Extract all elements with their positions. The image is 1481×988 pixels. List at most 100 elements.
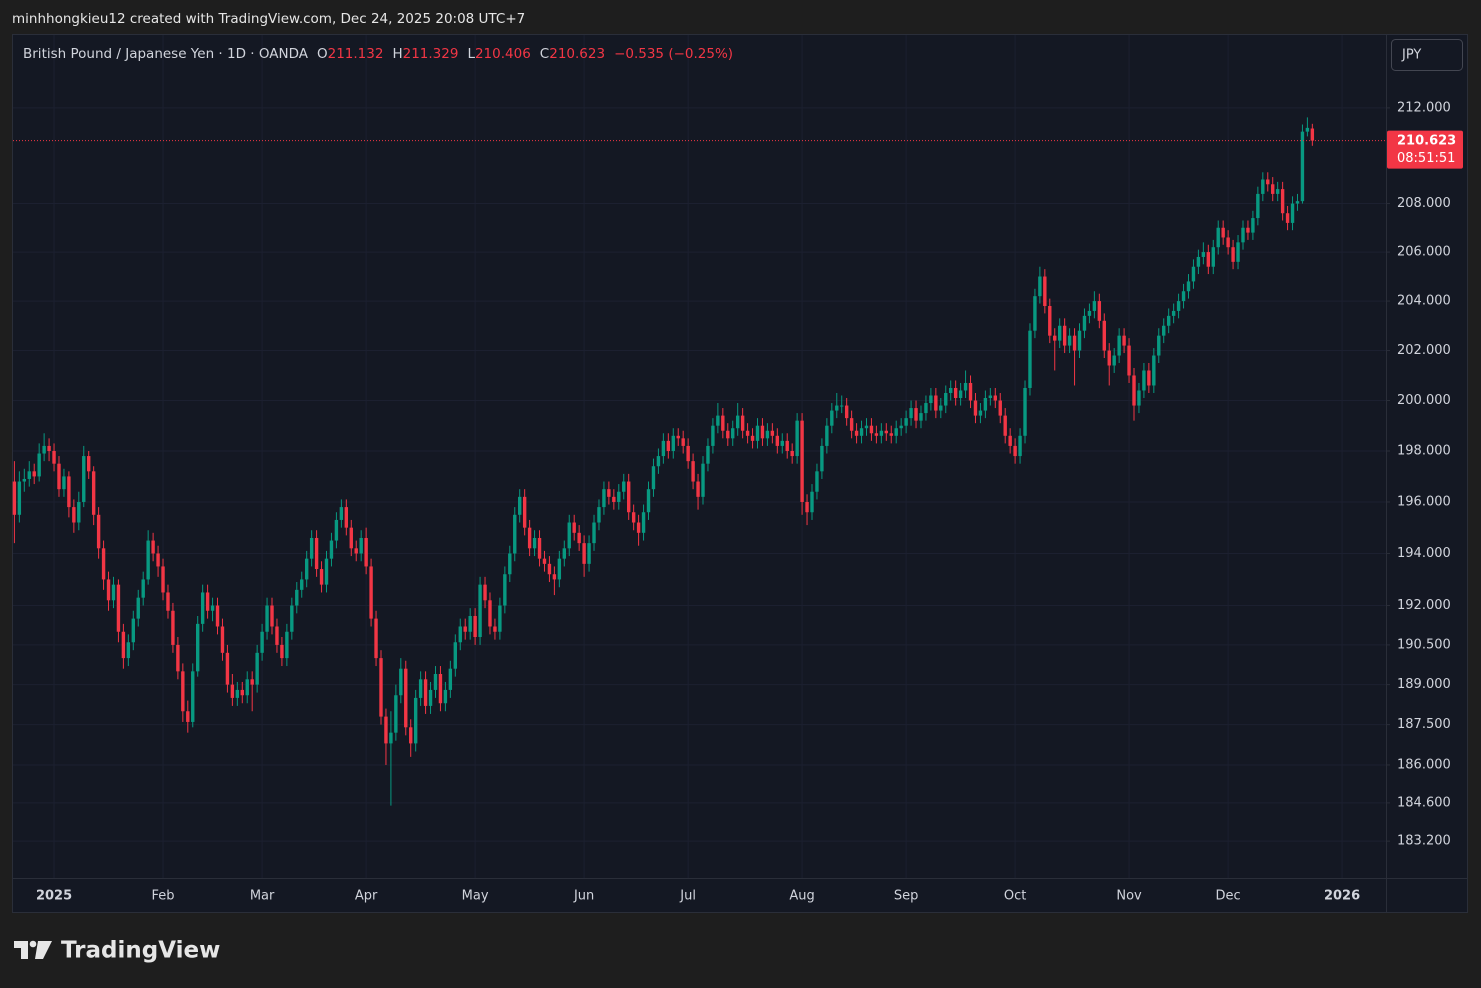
candle-body <box>1226 237 1230 248</box>
y-tick-label: 208.000 <box>1397 196 1451 211</box>
candle-body <box>597 507 601 523</box>
candle-body <box>498 605 502 632</box>
candle-body <box>448 668 453 690</box>
candle-body <box>1132 375 1136 406</box>
candle-body <box>726 430 730 439</box>
candle-body <box>909 408 913 419</box>
candle-body <box>542 558 547 564</box>
candle-body <box>215 605 220 627</box>
candle-body <box>978 410 983 416</box>
candle-body <box>344 507 349 528</box>
candle-body <box>1290 203 1295 223</box>
candle-body <box>1097 301 1102 321</box>
x-tick-label: May <box>462 889 489 904</box>
x-tick-label: Apr <box>355 889 378 904</box>
candle-body <box>731 428 735 439</box>
candle-body <box>537 537 542 559</box>
candle-body <box>176 644 180 672</box>
candle-body <box>1062 325 1067 346</box>
candle-body <box>458 626 462 643</box>
candle-body <box>1102 320 1106 351</box>
y-tick-label: 189.000 <box>1397 677 1451 692</box>
last-price-box <box>1387 130 1463 169</box>
candle-body <box>161 566 165 593</box>
candle-body <box>255 652 259 685</box>
candle-body <box>17 481 22 515</box>
candle-body <box>309 537 314 559</box>
candle-body <box>87 456 91 472</box>
candle-body <box>641 512 646 533</box>
candle-body <box>369 566 373 619</box>
ohlc-key: H <box>392 46 402 62</box>
x-tick-label: Mar <box>250 889 275 904</box>
y-tick-label: 202.000 <box>1397 343 1451 358</box>
candle-body <box>760 425 765 439</box>
x-tick-label: Oct <box>1004 889 1026 904</box>
x-tick-label: Aug <box>789 889 814 904</box>
candle-body <box>438 673 443 704</box>
candle-body <box>181 671 185 712</box>
candle-body <box>354 548 358 554</box>
candle-body <box>91 471 96 515</box>
candle-body <box>349 527 353 549</box>
currency-label[interactable]: JPY <box>1401 48 1421 63</box>
candle-body <box>1112 355 1116 366</box>
y-tick-label: 200.000 <box>1397 393 1451 408</box>
axes: 212.000 208.000 206.000 204.000 202.000 200.0… <box>36 100 1463 904</box>
candle-body <box>1162 325 1166 336</box>
candle-body <box>879 430 884 436</box>
x-tick-label: Jul <box>679 889 696 904</box>
candle-body <box>1196 256 1201 267</box>
candle-body <box>1023 387 1027 436</box>
candle-body <box>1157 335 1161 356</box>
candle-body <box>904 418 908 426</box>
logo-mark <box>14 941 28 959</box>
candle-body <box>1092 301 1097 311</box>
candle-body <box>914 408 918 421</box>
candle-body <box>1271 184 1275 194</box>
candle-body <box>1087 310 1092 316</box>
candle-body <box>825 425 829 446</box>
y-tick-label: 183.200 <box>1397 834 1451 849</box>
candle-body <box>646 489 651 513</box>
candle-body <box>478 584 482 638</box>
ohlc-value: 210.623 <box>549 46 605 62</box>
candle-body <box>1166 315 1171 326</box>
currency-button[interactable] <box>1391 39 1463 71</box>
candle-body <box>245 679 249 696</box>
candle-body <box>250 679 254 685</box>
candle-body <box>963 382 968 391</box>
countdown: 08:51:51 <box>1397 151 1455 166</box>
candle-body <box>404 668 408 728</box>
candle-body <box>72 507 76 523</box>
candle-body <box>42 445 46 454</box>
candle-body <box>527 527 532 549</box>
candle-body <box>1033 296 1037 331</box>
candle-body <box>171 610 175 645</box>
candle-body <box>740 415 745 431</box>
brand-name: TradingView <box>61 938 220 964</box>
candle-body <box>949 387 953 393</box>
candle-body <box>631 512 636 523</box>
candle-body <box>37 453 41 477</box>
candle-body <box>265 605 269 632</box>
x-tick-label: Feb <box>152 889 175 904</box>
candle-body <box>126 642 131 659</box>
candle-body <box>939 405 943 411</box>
candle-body <box>1280 189 1285 214</box>
candle-body <box>111 584 116 601</box>
candle-body <box>1077 330 1082 351</box>
candle-body <box>106 579 111 601</box>
ohlc-value: 210.406 <box>475 46 531 62</box>
candle-body <box>770 430 775 436</box>
candle-body <box>136 597 140 619</box>
candle-body <box>1072 335 1077 351</box>
candle-body <box>924 403 928 414</box>
candle-body <box>146 540 150 580</box>
candle-body <box>379 658 383 717</box>
candle-body <box>488 600 492 627</box>
candle-body <box>225 652 230 685</box>
candle-body <box>944 392 948 406</box>
candle-body <box>983 398 988 411</box>
